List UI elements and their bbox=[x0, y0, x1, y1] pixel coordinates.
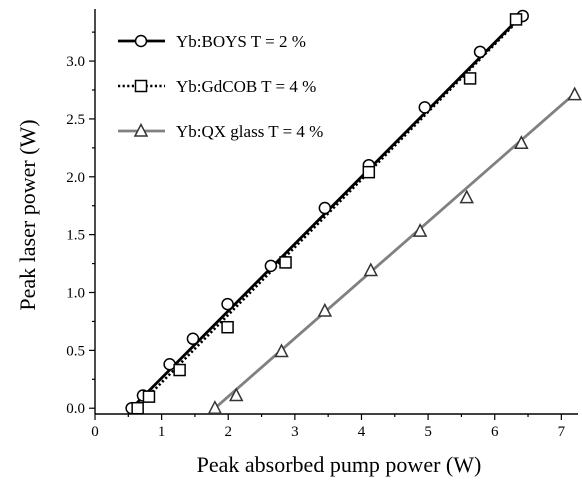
data-point bbox=[509, 13, 523, 26]
x-tick-label: 4 bbox=[358, 424, 366, 440]
data-point bbox=[279, 256, 292, 269]
data-point bbox=[142, 390, 156, 403]
data-point bbox=[131, 401, 144, 415]
y-tick-label: 1.0 bbox=[66, 286, 85, 302]
y-tick-label: 2.5 bbox=[66, 112, 85, 128]
data-point bbox=[264, 259, 278, 273]
legend-label: Yb:QX glass T = 4 % bbox=[176, 122, 323, 141]
data-point bbox=[221, 297, 234, 311]
x-tick-label: 0 bbox=[91, 424, 99, 440]
series-fit-line bbox=[135, 19, 519, 410]
data-point bbox=[473, 45, 487, 59]
x-tick-label: 1 bbox=[158, 424, 166, 440]
axes-layer: 0 1 2 3 4 5 6 7 0.0 0.5 1.0 1.5 2.0 2.5 3.0 bbox=[66, 9, 578, 440]
x-tick-label: 2 bbox=[224, 424, 232, 440]
x-axis-title: Peak absorbed pump power (W) bbox=[197, 452, 482, 477]
legend-marker bbox=[134, 34, 148, 48]
data-point bbox=[514, 135, 529, 149]
series-fit-line bbox=[213, 91, 577, 410]
legend-label: Yb:BOYS T = 2 % bbox=[176, 32, 306, 51]
x-tick-label: 6 bbox=[491, 424, 499, 440]
y-axis-title: Peak laser power (W) bbox=[15, 119, 40, 310]
legend-label: Yb:GdCOB T = 4 % bbox=[176, 77, 316, 96]
legend-marker bbox=[134, 79, 148, 93]
y-tick-label: 2.0 bbox=[66, 170, 85, 186]
markers-layer bbox=[125, 9, 582, 415]
data-point bbox=[412, 223, 428, 237]
y-tick-label: 0.0 bbox=[66, 401, 85, 417]
data-point bbox=[173, 363, 186, 377]
data-point bbox=[459, 189, 474, 204]
data-point bbox=[567, 86, 582, 101]
y-tick-label: 0.5 bbox=[66, 343, 85, 359]
data-point bbox=[318, 201, 332, 215]
data-point bbox=[207, 400, 223, 414]
y-tick-label: 1.5 bbox=[66, 228, 85, 244]
data-point bbox=[362, 165, 376, 179]
y-tick-label: 3.0 bbox=[66, 54, 85, 70]
legend-marker bbox=[133, 122, 149, 137]
data-point bbox=[228, 387, 244, 402]
data-point bbox=[363, 262, 379, 277]
data-point bbox=[418, 101, 432, 114]
x-tick-label: 5 bbox=[424, 424, 432, 440]
data-point bbox=[463, 72, 477, 85]
data-point bbox=[317, 302, 333, 317]
legend: Yb:BOYS T = 2 % Yb:GdCOB T = 4 % Yb:QX gla… bbox=[118, 32, 323, 141]
fit-lines-layer bbox=[130, 11, 577, 410]
data-point bbox=[221, 320, 234, 334]
data-point bbox=[186, 332, 200, 346]
data-point bbox=[274, 343, 289, 358]
x-tick-label: 3 bbox=[291, 424, 299, 440]
x-tick-label: 7 bbox=[558, 424, 566, 440]
